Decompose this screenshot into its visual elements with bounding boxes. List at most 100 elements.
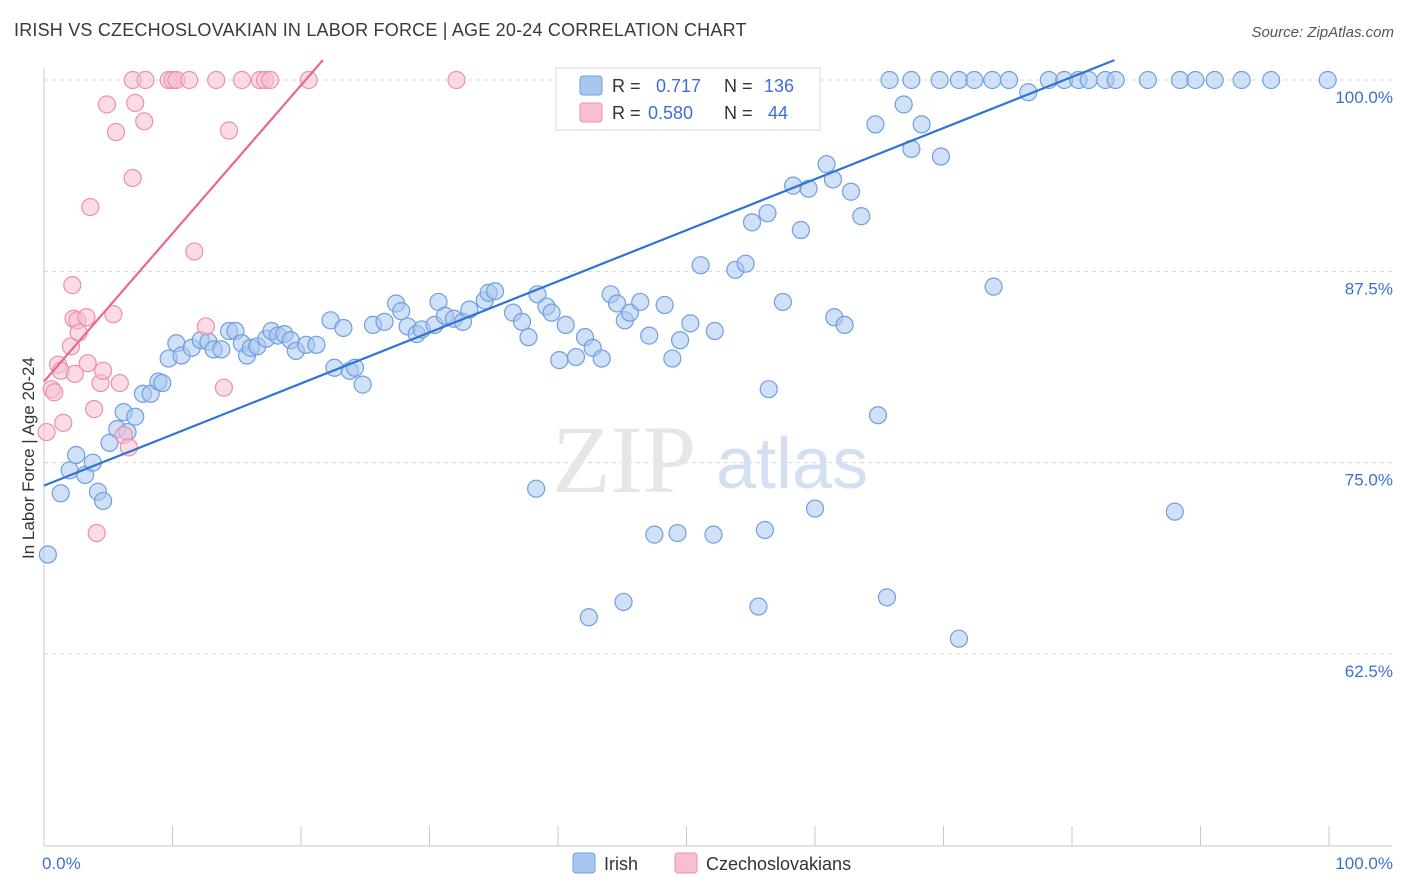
- czech-point-39: [232, 70, 251, 90]
- irish-point-115: [1186, 70, 1205, 90]
- irish-n-label: N =: [724, 76, 753, 96]
- irish-point-96: [852, 207, 871, 226]
- irish-point-77: [631, 292, 650, 312]
- czech-point-21: [106, 122, 126, 142]
- watermark-zip: ZIP: [552, 406, 696, 513]
- irish-trend-line: [43, 59, 1115, 487]
- irish-r-label: R =: [612, 76, 641, 96]
- irish-point-125: [755, 520, 774, 540]
- y-tick-label-0: 100.0%: [1335, 88, 1393, 107]
- irish-point-95: [841, 182, 861, 201]
- irish-point-124: [668, 523, 687, 543]
- irish-point-48: [392, 302, 411, 321]
- czech-point-28: [135, 112, 154, 131]
- irish-point-102: [949, 70, 969, 90]
- irish-point-3: [67, 445, 86, 465]
- irish-point-105: [999, 70, 1019, 90]
- irish-point-83: [691, 256, 710, 275]
- czech-legend-label: Czechoslovakians: [706, 854, 851, 874]
- czech-point-7: [63, 276, 82, 295]
- irish-point-16: [153, 373, 172, 393]
- irish-point-139: [931, 147, 951, 166]
- irish-point-134: [835, 315, 854, 335]
- irish-point-101: [930, 70, 949, 90]
- czech-point-22: [110, 373, 129, 393]
- x-axis-ticks: [43, 826, 1330, 846]
- source-label: Source: ZipAtlas.com: [1251, 24, 1394, 41]
- irish-point-87: [742, 213, 762, 232]
- irish-point-88: [758, 204, 777, 223]
- irish-point-123: [645, 525, 664, 544]
- czech-n-label: N =: [724, 103, 753, 123]
- irish-point-12: [126, 407, 145, 426]
- irish-point-74: [608, 294, 627, 313]
- irish-point-46: [375, 312, 394, 331]
- irish-point-99: [894, 95, 913, 114]
- irish-point-1: [51, 484, 70, 503]
- irish-point-112: [1106, 70, 1125, 90]
- czech-point-16: [87, 523, 106, 543]
- irish-point-63: [519, 328, 538, 347]
- czech-point-18: [94, 361, 113, 380]
- irish-point-120: [527, 479, 546, 498]
- irish-point-130: [704, 525, 723, 544]
- bottom-legend: Irish Czechoslovakians: [572, 852, 851, 874]
- irish-point-0: [38, 545, 57, 564]
- czech-n-value: 44: [768, 103, 788, 123]
- irish-point-136: [877, 588, 897, 607]
- czech-trend-line: [43, 59, 324, 383]
- irish-point-138: [912, 115, 931, 134]
- y-tick-label-1: 87.5%: [1345, 279, 1393, 298]
- czech-point-29: [136, 70, 155, 90]
- czech-point-9: [65, 364, 84, 383]
- czech-point-42: [261, 70, 280, 90]
- irish-point-131: [749, 597, 768, 616]
- irish-point-44: [353, 375, 372, 394]
- irish-point-66: [542, 303, 561, 322]
- irish-point-110: [1079, 70, 1098, 90]
- czech-point-6: [61, 337, 81, 356]
- czech-point-33: [180, 70, 199, 90]
- y-tick-label-3: 62.5%: [1345, 662, 1393, 681]
- czech-point-26: [123, 168, 142, 188]
- irish-point-60: [485, 282, 505, 301]
- irish-point-62: [512, 312, 532, 331]
- irish-point-103: [965, 70, 984, 90]
- irish-point-117: [1232, 70, 1251, 90]
- irish-point-82: [681, 314, 700, 333]
- czech-point-43: [299, 70, 318, 90]
- y-tick-labels: 100.0% 87.5% 75.0% 62.5%: [1335, 88, 1393, 681]
- czech-point-11: [69, 323, 88, 342]
- irish-point-91: [791, 220, 810, 240]
- irish-point-86: [736, 254, 755, 273]
- czech-point-12: [77, 308, 96, 327]
- irish-swatch: [572, 852, 596, 874]
- irish-legend-swatch: [579, 75, 603, 96]
- stats-legend: R = 0.717 N = 136 R = 0.580 N = 44: [555, 67, 821, 131]
- irish-point-41: [334, 318, 353, 338]
- irish-point-24: [212, 340, 231, 359]
- czech-points: [37, 70, 466, 543]
- irish-point-72: [592, 349, 611, 368]
- chart-title: IRISH VS CZECHOSLOVAKIAN IN LABOR FORCE …: [14, 20, 747, 40]
- czech-r-value: 0.580: [648, 103, 693, 123]
- irish-point-126: [805, 499, 825, 518]
- irish-point-97: [866, 115, 885, 134]
- trend-lines: [43, 59, 1115, 487]
- irish-point-114: [1170, 70, 1190, 90]
- irish-point-67: [550, 351, 569, 370]
- czech-swatch: [674, 852, 698, 874]
- irish-point-119: [1318, 70, 1337, 90]
- czech-point-14: [81, 197, 100, 217]
- irish-points: [38, 70, 1337, 648]
- irish-point-128: [984, 277, 1003, 296]
- irish-point-89: [773, 292, 792, 312]
- irish-point-8: [100, 433, 119, 452]
- czech-point-19: [97, 95, 117, 114]
- czech-point-34: [185, 242, 204, 261]
- irish-point-79: [655, 295, 674, 315]
- czech-point-37: [214, 378, 233, 397]
- czech-point-20: [104, 305, 123, 324]
- irish-point-93: [817, 155, 836, 174]
